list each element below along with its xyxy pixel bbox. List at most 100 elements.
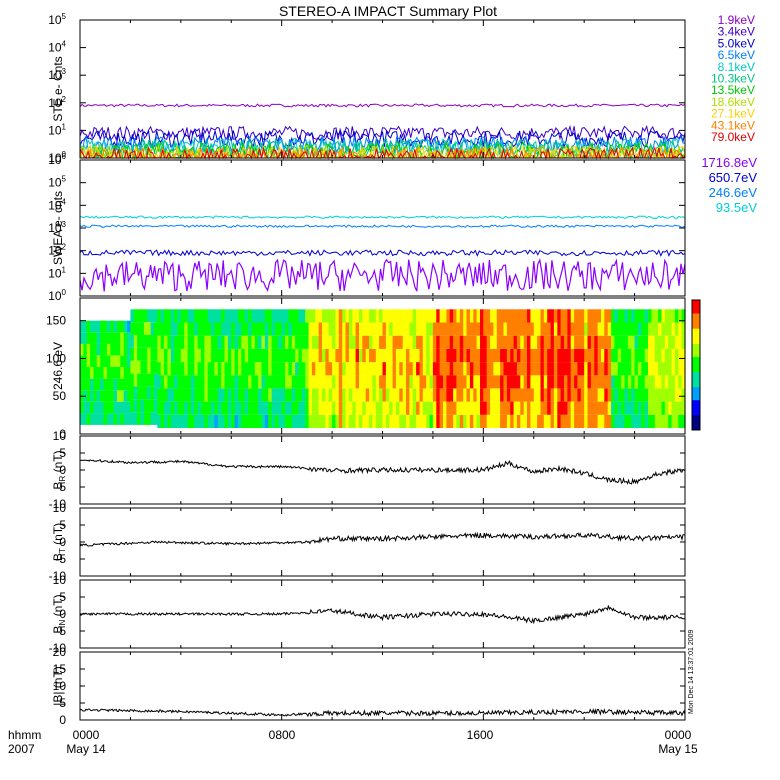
heatmap-cell	[476, 309, 481, 323]
heatmap-cell	[416, 388, 421, 402]
heatmap-cell	[473, 375, 478, 389]
heatmap-cell	[130, 412, 135, 425]
heatmap-cell	[244, 414, 249, 428]
heatmap-cell	[278, 322, 283, 336]
heatmap-cell	[190, 375, 195, 389]
heatmap-cell	[382, 322, 387, 336]
colorbar-cell	[692, 313, 700, 316]
heatmap-cell	[557, 414, 562, 428]
heatmap-cell	[476, 335, 481, 349]
heatmap-cell	[486, 401, 491, 415]
heatmap-cell	[345, 401, 350, 415]
heatmap-cell	[651, 362, 656, 376]
heatmap-cell	[406, 414, 410, 428]
heatmap-cell	[402, 362, 407, 376]
heatmap-cell	[285, 375, 289, 389]
y-tick-label: 10	[53, 679, 67, 693]
heatmap-cell	[143, 309, 148, 323]
heatmap-cell	[392, 309, 397, 323]
heatmap-cell	[110, 378, 115, 391]
heatmap-cell	[355, 375, 360, 389]
heatmap-cell	[439, 388, 444, 402]
heatmap-cell	[355, 335, 360, 349]
heatmap-cell	[453, 388, 458, 402]
heatmap-cell	[137, 360, 142, 374]
heatmap-cell	[621, 401, 626, 415]
heatmap-cell	[261, 322, 266, 336]
heatmap-cell	[506, 335, 511, 349]
heatmap-cell	[322, 348, 326, 363]
heatmap-cell	[637, 322, 642, 336]
heatmap-cell	[597, 375, 602, 389]
heatmap-cell	[274, 309, 279, 323]
heatmap-cell	[301, 348, 306, 363]
y-tick-label: 105	[48, 12, 66, 27]
heatmap-cell	[355, 322, 360, 336]
heatmap-cell	[547, 322, 552, 336]
heatmap-cell	[143, 360, 148, 374]
heatmap-cell	[530, 375, 535, 389]
heatmap-cell	[150, 309, 155, 323]
heatmap-cell	[311, 309, 316, 323]
heatmap-cell	[486, 362, 491, 376]
heatmap-cell	[160, 348, 165, 363]
heatmap-cell	[446, 375, 451, 389]
heatmap-cell	[402, 375, 407, 389]
heatmap-cell	[429, 348, 434, 363]
heatmap-cell	[194, 362, 199, 376]
heatmap-cell	[204, 375, 209, 389]
heatmap-cell	[113, 332, 118, 344]
heatmap-cell	[395, 348, 400, 363]
heatmap-cell	[322, 414, 326, 428]
y-tick-label: 101	[48, 265, 66, 280]
heatmap-cell	[483, 414, 488, 428]
heatmap-cell	[311, 362, 316, 376]
series-line	[79, 103, 686, 108]
heatmap-cell	[624, 309, 629, 323]
y-tick-label: 100	[48, 288, 66, 303]
heatmap-cell	[466, 401, 471, 415]
heatmap-cell	[184, 375, 189, 389]
hhmm-label: hhmm	[8, 728, 41, 742]
field-trace	[79, 605, 685, 625]
heatmap-cell	[611, 388, 616, 402]
heatmap-cell	[500, 401, 505, 415]
heatmap-cell	[106, 320, 111, 333]
heatmap-cell	[530, 362, 535, 376]
heatmap-cell	[557, 322, 562, 336]
y-tick-label: 0	[59, 535, 66, 549]
heatmap-cell	[241, 375, 246, 389]
heatmap-cell	[227, 322, 232, 336]
heatmap-cell	[429, 362, 434, 376]
heatmap-cell	[86, 401, 91, 414]
colorbar-cell	[692, 421, 700, 424]
heatmap-cell	[617, 309, 622, 323]
heatmap-cell	[500, 362, 505, 376]
heatmap-cell	[597, 401, 602, 415]
heatmap-cell	[392, 348, 397, 363]
heatmap-cell	[392, 335, 397, 349]
heatmap-cell	[557, 309, 562, 323]
heatmap-cell	[654, 335, 659, 349]
heatmap-cell	[574, 335, 579, 349]
heatmap-cell	[584, 401, 589, 415]
heatmap-cell	[288, 348, 293, 363]
heatmap-cell	[369, 362, 374, 376]
heatmap-cell	[594, 348, 599, 363]
heatmap-cell	[557, 348, 562, 363]
heatmap-cell	[365, 362, 370, 376]
heatmap-cell	[406, 335, 410, 349]
heatmap-cell	[254, 348, 259, 363]
heatmap-cell	[661, 335, 666, 349]
heatmap-cell	[214, 375, 219, 389]
heatmap-cell	[221, 375, 226, 389]
heatmap-cell	[375, 309, 380, 323]
heatmap-cell	[332, 414, 337, 428]
heatmap-cell	[264, 388, 269, 402]
heatmap-cell	[248, 401, 253, 415]
heatmap-cell	[496, 348, 501, 363]
heatmap-cell	[140, 373, 145, 387]
heatmap-cell	[365, 322, 370, 336]
heatmap-cell	[352, 388, 357, 402]
heatmap-cell	[671, 362, 676, 376]
